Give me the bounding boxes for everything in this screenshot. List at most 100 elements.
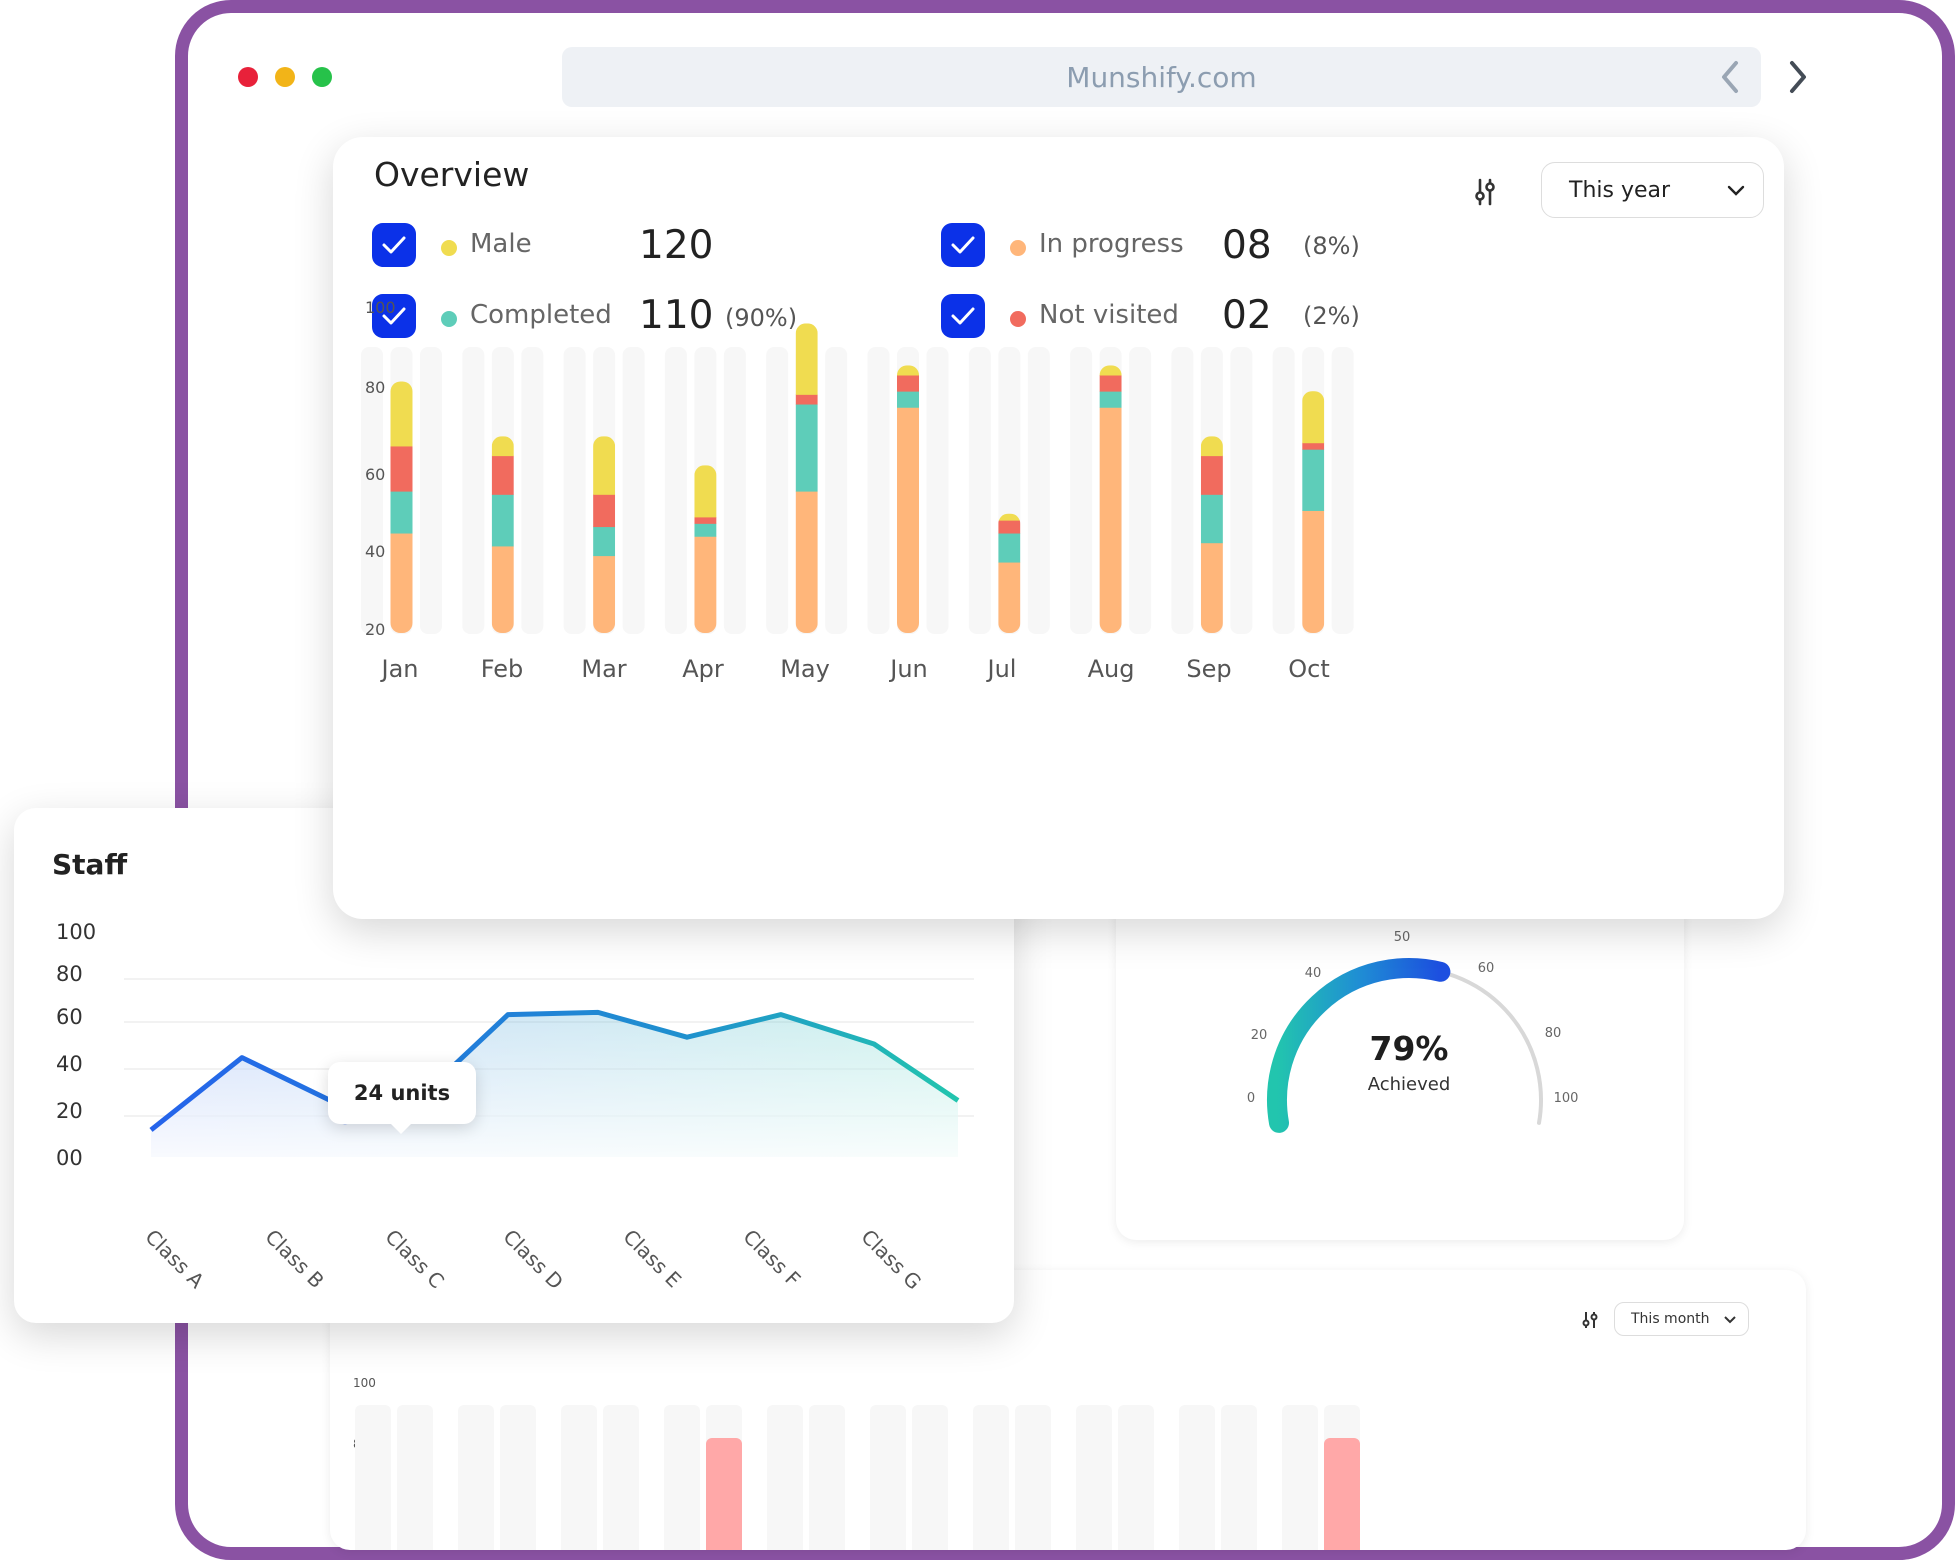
bar-track [968,347,991,634]
bar-segment [897,375,919,392]
x-tick-label: Feb [481,655,524,683]
x-tick-label: Oct [1288,655,1330,683]
bar-track [867,347,890,634]
bar-segment [491,455,514,495]
bar-segment [795,394,818,405]
bar-track [521,347,544,634]
bar-track [563,347,586,634]
bar-jul[interactable] [998,513,1021,634]
in-progress-checkbox[interactable] [941,223,985,267]
not-visited-checkbox[interactable] [941,294,985,338]
x-tick-label: Mar [581,655,626,683]
bar-segment [593,526,616,557]
bar-segment [491,494,514,547]
gauge-tick-label: 100 [1554,1091,1579,1106]
x-tick-label: Jul [986,655,1017,683]
value-tooltip: 24 units [328,1062,476,1124]
bar-segment [593,555,616,633]
bar-may[interactable] [795,323,818,633]
x-tick-label: Apr [682,655,724,683]
bar-track [723,347,746,634]
check-icon [951,236,975,254]
tooltip-text: 24 units [353,1081,451,1105]
bar-segment [998,533,1021,563]
bar-track [462,347,485,634]
bar-segment [1302,442,1325,450]
x-tick-label: Class D [498,1225,568,1295]
bar-aug[interactable] [1099,365,1122,633]
not-visited-percent: (2%) [1303,302,1360,330]
x-tick-label: Sep [1186,655,1231,683]
bar-track [1171,347,1194,634]
period-select[interactable]: This year [1541,162,1764,218]
bar-track [664,347,687,634]
completed-label: Completed [470,300,612,330]
male-checkbox[interactable] [372,223,416,267]
filter-icon[interactable] [1580,1310,1600,1330]
period-select[interactable]: This month [1614,1302,1749,1336]
in-progress-label: In progress [1039,229,1184,259]
bar-oct[interactable] [1302,391,1325,633]
bar-jun[interactable] [897,365,919,633]
check-icon [951,307,975,325]
x-tick-label: Jun [888,655,928,683]
bar-segment [390,381,413,447]
not-visited-label: Not visited [1039,300,1179,330]
back-arrow-icon[interactable] [1710,57,1750,97]
bar-jan[interactable] [390,381,413,633]
bar-segment [1200,494,1223,544]
address-bar[interactable]: Munshify.com [562,47,1761,107]
y-tick-label: 80 [56,962,83,986]
bar-sep[interactable] [1200,436,1223,633]
bar-mar[interactable] [593,436,616,633]
gauge-progress-arc [1267,958,1451,1133]
bar-track [361,347,383,634]
y-tick-label: 20 [56,1099,83,1123]
bar-segment [1099,375,1122,392]
gauge-tick-label: 20 [1251,1028,1268,1043]
bar-segment [795,323,818,395]
bar-segment [1200,436,1223,457]
filter-icon[interactable] [1472,177,1498,207]
x-tick-label: Class F [738,1225,805,1292]
bar-track [926,347,949,634]
bar-segment [593,436,616,495]
bar-segment [593,494,616,528]
close-window-dot[interactable] [238,67,258,87]
y-tick-label: 100 [56,920,96,944]
bar-segment [491,545,514,633]
bar-segment [1302,391,1325,444]
bar-segment [795,491,818,633]
y-tick-label: 40 [56,1052,83,1076]
bar-segment [1302,510,1325,633]
bar-track [1027,347,1050,634]
x-tick-label: Class B [260,1225,328,1293]
bar-segment [1099,365,1122,376]
y-tick-label: 60 [56,1005,83,1029]
bar-segment [795,404,818,492]
bar-track [825,347,848,634]
in-progress-percent: (8%) [1303,232,1360,260]
staff-series-line [149,1009,960,1132]
bar-segment [897,365,919,376]
bar-track [1070,347,1093,634]
bar-segment [1099,391,1122,408]
y-tick-label: 100 [365,298,396,317]
maximize-window-dot[interactable] [312,67,332,87]
bar-track [1230,347,1253,634]
check-icon [382,236,406,254]
completed-checkbox[interactable] [372,294,416,338]
forward-arrow-icon[interactable] [1778,57,1818,97]
bar-segment [694,523,717,537]
x-tick-label: Class G [856,1225,926,1295]
in-progress-value: 08 [1222,223,1272,268]
bar-apr[interactable] [694,465,717,633]
not-visited-legend-dot [1010,311,1026,327]
y-tick-label: 00 [56,1146,83,1170]
minimize-window-dot[interactable] [275,67,295,87]
gauge-tick-label: 50 [1394,930,1411,945]
x-tick-label: Jan [380,655,419,683]
gauge-caption: Achieved [1368,1074,1451,1095]
bar-feb[interactable] [491,436,514,633]
bar-segment [998,520,1021,534]
